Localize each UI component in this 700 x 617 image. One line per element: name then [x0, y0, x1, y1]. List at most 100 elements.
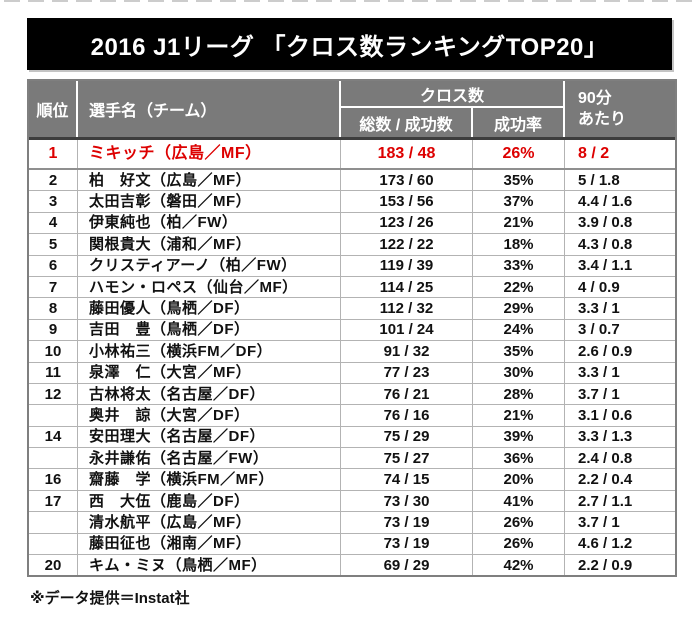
cell-rank: 14 — [29, 426, 78, 448]
cell-per90: 3 / 0.7 — [578, 321, 620, 339]
cell-rate: 26% — [473, 512, 565, 533]
header-rank: 順位 — [29, 81, 78, 137]
cell-player: 藤田征也（湘南／MF） — [78, 533, 341, 555]
cell-rate: 21% — [473, 212, 565, 234]
cell-rate: 35% — [473, 170, 565, 191]
table-row: 3 太田吉彰（磐田／MF） 153 / 56 37% 4.4 / 1.6 — [29, 191, 675, 213]
cell-player: 藤田優人（鳥栖／DF） — [78, 298, 341, 319]
cell-per90: 2.6 / 0.9 — [578, 342, 633, 360]
cell-rate: 24% — [473, 319, 565, 341]
cell-total: 183 / 48 — [341, 140, 473, 168]
cell-rate: 41% — [473, 490, 565, 512]
cell-player: 関根貴大（浦和／MF） — [78, 234, 341, 255]
cell-player: 太田吉彰（磐田／MF） — [78, 191, 341, 212]
cell-per90: 2.4 / 0.8 — [578, 449, 633, 467]
cell-total: 101 / 24 — [341, 319, 473, 341]
cell-rate: 33% — [473, 255, 565, 276]
cell-rate: 29% — [473, 298, 565, 319]
cell-player: 古林将太（名古屋／DF） — [78, 383, 341, 405]
cell-rate: 37% — [473, 191, 565, 212]
cell-rank: 7 — [29, 276, 78, 298]
cell-per90: 3.9 / 0.8 — [578, 214, 633, 232]
table-row: 4 伊東純也（柏／FW） 123 / 26 21% 3.9 / 0.8 — [29, 212, 675, 235]
cell-player: 齋藤 学（横浜FM／MF） — [78, 469, 341, 490]
cell-rank: 3 — [29, 191, 78, 212]
cell-rate: 21% — [473, 405, 565, 426]
cell-player: 小林祐三（横浜FM／DF） — [78, 341, 341, 362]
table-row: 14 安田理大（名古屋／DF） 75 / 29 39% 3.3 / 1.3 — [29, 426, 675, 449]
cell-rank: 4 — [29, 212, 78, 234]
cell-total: 69 / 29 — [341, 555, 473, 575]
cell-per90: 2.2 / 0.9 — [578, 556, 633, 574]
cell-rate: 18% — [473, 234, 565, 255]
cell-rank: 8 — [29, 298, 78, 319]
table-row: 藤田征也（湘南／MF） 73 / 19 26% 4.6 / 1.2 — [29, 533, 675, 556]
cell-per90: 3.7 / 1 — [578, 513, 620, 531]
cell-total: 112 / 32 — [341, 298, 473, 319]
cell-total: 173 / 60 — [341, 170, 473, 191]
data-source-note: ※データ提供＝Instat社 — [30, 590, 190, 607]
cell-rank: 9 — [29, 319, 78, 341]
cell-total: 76 / 16 — [341, 405, 473, 426]
cell-per90: 3.3 / 1 — [578, 364, 620, 382]
cell-per90: 3.3 / 1 — [578, 300, 620, 318]
cell-rate: 42% — [473, 555, 565, 575]
cell-per90: 3.7 / 1 — [578, 385, 620, 403]
table-row: 9 吉田 豊（鳥栖／DF） 101 / 24 24% 3 / 0.7 — [29, 319, 675, 342]
cell-per90: 5 / 1.8 — [578, 171, 620, 189]
table-row: 17 西 大伍（鹿島／DF） 73 / 30 41% 2.7 / 1.1 — [29, 490, 675, 513]
cell-rank — [29, 405, 78, 426]
cell-total: 91 / 32 — [341, 341, 473, 362]
cell-rate: 20% — [473, 469, 565, 490]
cell-player: ミキッチ（広島／MF） — [78, 140, 341, 168]
cell-total: 153 / 56 — [341, 191, 473, 212]
cell-rate: 39% — [473, 426, 565, 448]
table-row: 6 クリスティアーノ（柏／FW） 119 / 39 33% 3.4 / 1.1 — [29, 255, 675, 277]
cell-rate: 26% — [473, 533, 565, 555]
cell-rank: 12 — [29, 383, 78, 405]
table-row: 7 ハモン・ロペス（仙台／MF） 114 / 25 22% 4 / 0.9 — [29, 276, 675, 299]
cell-player: クリスティアーノ（柏／FW） — [78, 255, 341, 276]
cell-per90: 4 / 0.9 — [578, 278, 620, 296]
cell-per90: 8 / 2 — [578, 145, 610, 162]
cell-total: 123 / 26 — [341, 212, 473, 234]
cell-rank: 17 — [29, 490, 78, 512]
table-row: 5 関根貴大（浦和／MF） 122 / 22 18% 4.3 / 0.8 — [29, 234, 675, 256]
title-banner: 2016 J1リーグ 「クロス数ランキングTOP20」 — [27, 18, 672, 70]
cell-total: 122 / 22 — [341, 234, 473, 255]
header-total-success: 総数 / 成功数 — [341, 108, 473, 137]
header-player: 選手名（チーム） — [78, 81, 341, 137]
header-per90-line2: あたり — [578, 110, 627, 128]
table-row: 1 ミキッチ（広島／MF） 183 / 48 26% 8 / 2 — [29, 140, 675, 170]
cell-player: 柏 好文（広島／MF） — [78, 170, 341, 191]
cell-per90: 3.4 / 1.1 — [578, 257, 633, 275]
cell-player: 永井謙佑（名古屋／FW） — [78, 448, 341, 469]
cell-player: 伊東純也（柏／FW） — [78, 212, 341, 234]
cell-per90: 3.3 / 1.3 — [578, 428, 633, 446]
cell-total: 74 / 15 — [341, 469, 473, 490]
table-header: 順位 選手名（チーム） クロス数 総数 / 成功数 成功率 90分 あたり — [29, 81, 675, 140]
cell-player: 西 大伍（鹿島／DF） — [78, 490, 341, 512]
cell-rate: 36% — [473, 448, 565, 469]
table-row: 16 齋藤 学（横浜FM／MF） 74 / 15 20% 2.2 / 0.4 — [29, 469, 675, 491]
cell-per90: 4.4 / 1.6 — [578, 193, 633, 211]
cell-rate: 26% — [473, 140, 565, 168]
cell-per90: 2.2 / 0.4 — [578, 471, 633, 489]
cell-total: 75 / 29 — [341, 426, 473, 448]
cell-player: 泉澤 仁（大宮／MF） — [78, 362, 341, 383]
cell-per90: 2.7 / 1.1 — [578, 492, 633, 510]
table-row: 12 古林将太（名古屋／DF） 76 / 21 28% 3.7 / 1 — [29, 383, 675, 406]
cell-rate: 22% — [473, 276, 565, 298]
cell-player: 奥井 諒（大宮／DF） — [78, 405, 341, 426]
cell-player: キム・ミヌ（鳥栖／MF） — [78, 555, 341, 575]
cell-rank: 1 — [29, 140, 78, 168]
cell-rank — [29, 448, 78, 469]
cell-rank: 10 — [29, 341, 78, 362]
cell-player: 安田理大（名古屋／DF） — [78, 426, 341, 448]
cell-total: 76 / 21 — [341, 383, 473, 405]
cell-rank: 2 — [29, 170, 78, 191]
